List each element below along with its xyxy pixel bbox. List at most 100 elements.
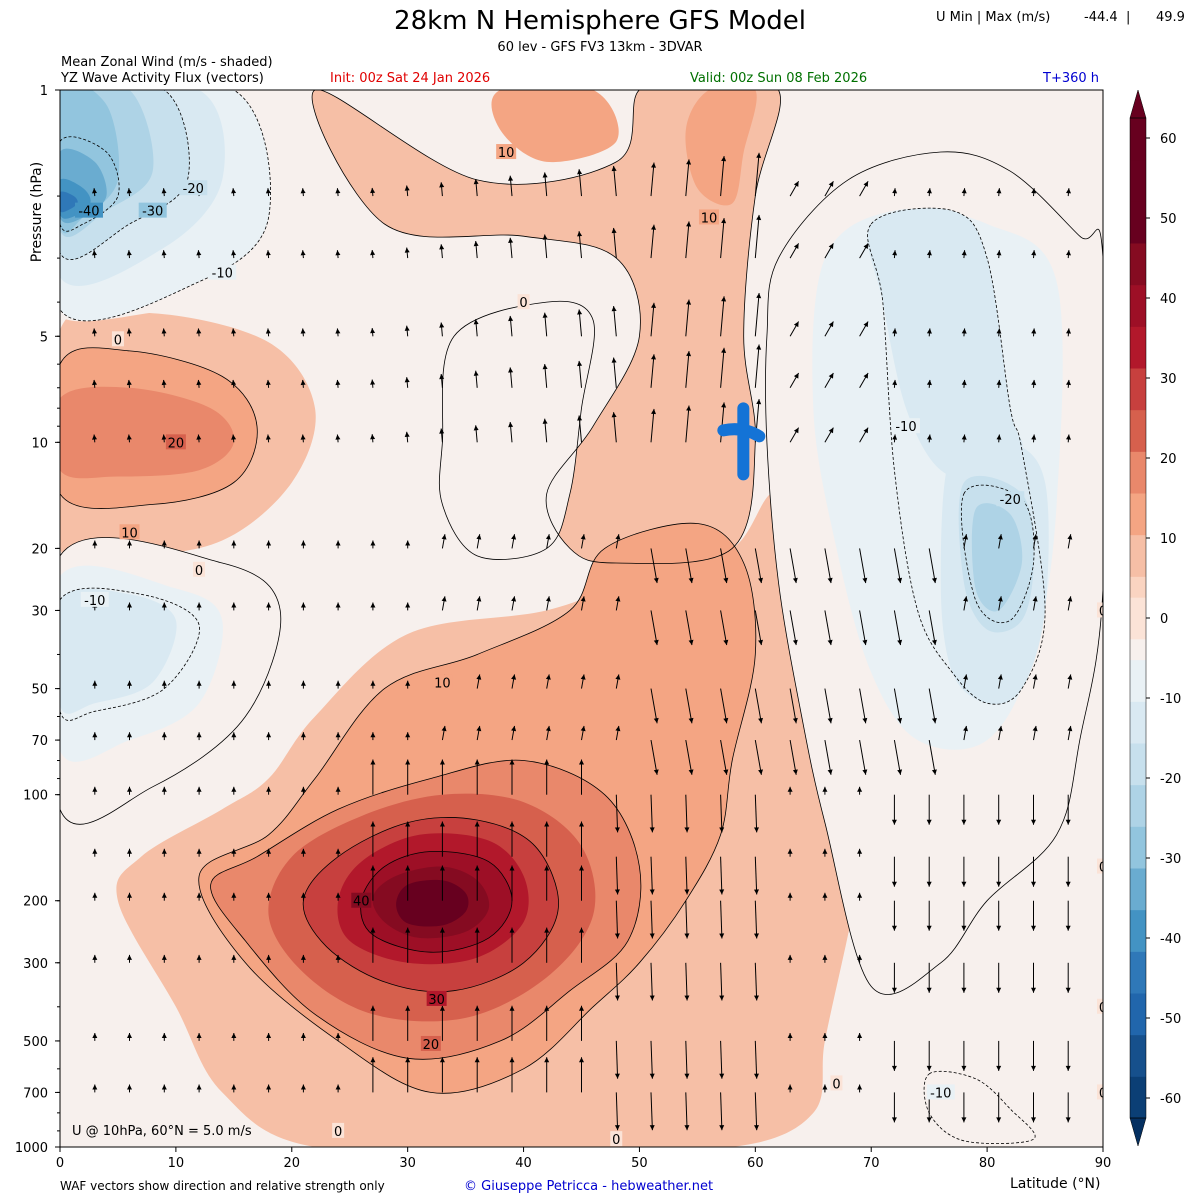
flux-vector [231, 954, 237, 963]
flux-vector [859, 548, 868, 584]
flux-vector [787, 1084, 793, 1093]
flux-vector [300, 328, 306, 337]
flux-vector [370, 328, 376, 337]
wind-shading-region [867, 208, 1023, 480]
flux-vector [789, 243, 800, 259]
flux-vector [405, 821, 411, 857]
flux-vector [614, 1040, 620, 1079]
flux-vector [542, 172, 548, 197]
colorbar-segment [1130, 159, 1146, 202]
flux-vector [684, 856, 690, 895]
flux-vector [231, 328, 237, 337]
footer-credit[interactable]: © Giuseppe Petricca - hebweather.net [464, 1179, 714, 1194]
flux-vector [614, 794, 620, 833]
colorbar-segment [1130, 409, 1146, 452]
flux-vector [824, 321, 834, 337]
colorbar-segment [1130, 451, 1146, 494]
flux-vector [266, 848, 272, 857]
flux-vector [754, 900, 759, 939]
flux-vector [789, 610, 798, 646]
flux-vector [265, 188, 271, 197]
flux-vector [509, 865, 515, 901]
flux-vector [685, 299, 692, 337]
flux-vector [196, 379, 202, 388]
flux-vector [231, 1033, 237, 1041]
flux-vector [266, 786, 272, 795]
flux-vector [611, 412, 617, 443]
colorbar-segment [1130, 826, 1146, 869]
flux-vector [579, 1005, 584, 1041]
flux-vector [579, 821, 584, 857]
wind-shading-region [60, 386, 235, 479]
flux-vector [473, 425, 479, 443]
wind-contour [961, 484, 1035, 624]
vector-description: YZ Wave Activity Flux (vectors) [61, 71, 264, 86]
flux-vector [789, 321, 800, 337]
flux-vector [161, 680, 167, 689]
flux-vector [685, 688, 694, 724]
flux-vector [859, 243, 869, 259]
contour-label-bg [517, 294, 530, 310]
y-tick-label: 70 [31, 734, 48, 749]
flux-vector [961, 434, 967, 443]
flux-vector [754, 856, 759, 895]
flux-vector [824, 610, 833, 646]
flux-vector [404, 431, 410, 443]
contour-label-bg [74, 202, 103, 218]
flux-vector [611, 165, 617, 197]
flux-vector [1031, 1040, 1036, 1071]
contour-label: 0 [195, 564, 203, 579]
colorbar-segment [1130, 638, 1146, 661]
contour-label: -20 [1000, 493, 1021, 508]
flux-vector [650, 162, 656, 197]
flux-vector [161, 786, 167, 795]
wind-contour [198, 522, 757, 1094]
flux-vector [544, 1057, 550, 1093]
wind-contour [60, 90, 271, 322]
flux-vector [720, 218, 727, 259]
y-tick-label: 300 [23, 957, 48, 972]
colorbar-tick-label: 10 [1160, 532, 1177, 547]
flux-vector [822, 848, 828, 857]
flux-vector [961, 856, 967, 887]
x-tick-label: 20 [284, 1156, 301, 1171]
colorbar-tick-label: -20 [1160, 772, 1181, 787]
flux-vector [161, 1033, 167, 1041]
flux-vector [161, 602, 167, 611]
flux-vector [824, 688, 833, 724]
contour-label: 10 [434, 676, 451, 691]
flux-vector [615, 725, 621, 741]
flux-vector [335, 434, 341, 443]
flux-vector [92, 434, 97, 443]
flux-vector [511, 596, 517, 611]
flux-vector [650, 224, 656, 259]
flux-vector [963, 534, 968, 549]
flux-vector [300, 379, 306, 388]
flux-vector [579, 759, 584, 795]
reference-vector-label: U @ 10hPa, 60°N = 5.0 m/s [72, 1124, 252, 1139]
valid-time: Valid: 00z Sun 08 Feb 2026 [690, 71, 868, 86]
colorbar-segment [1130, 993, 1146, 1036]
flux-vector [649, 1040, 655, 1079]
flux-vector [161, 250, 167, 259]
flux-vector [196, 680, 202, 689]
flux-vector [231, 250, 237, 259]
footer-note: WAF vectors show direction and relative … [60, 1179, 385, 1193]
flux-vector [893, 740, 903, 775]
flux-vector [754, 292, 762, 337]
flux-vector [926, 250, 932, 259]
flux-vector [439, 373, 445, 388]
flux-vector [857, 786, 863, 795]
flux-vector [580, 725, 586, 741]
colorbar-segment [1130, 909, 1146, 952]
contour-label-bg [332, 1122, 345, 1138]
flux-vector [370, 1005, 376, 1041]
flux-vector [127, 1033, 132, 1041]
contour-label: 10 [121, 526, 138, 541]
flux-vector [508, 367, 514, 388]
colorbar-segment [1130, 784, 1146, 827]
flux-vector [196, 328, 202, 337]
contour-label-bg [496, 144, 517, 160]
y-axis-label: Pressure (hPa) [29, 162, 45, 262]
flux-vector [996, 434, 1002, 443]
